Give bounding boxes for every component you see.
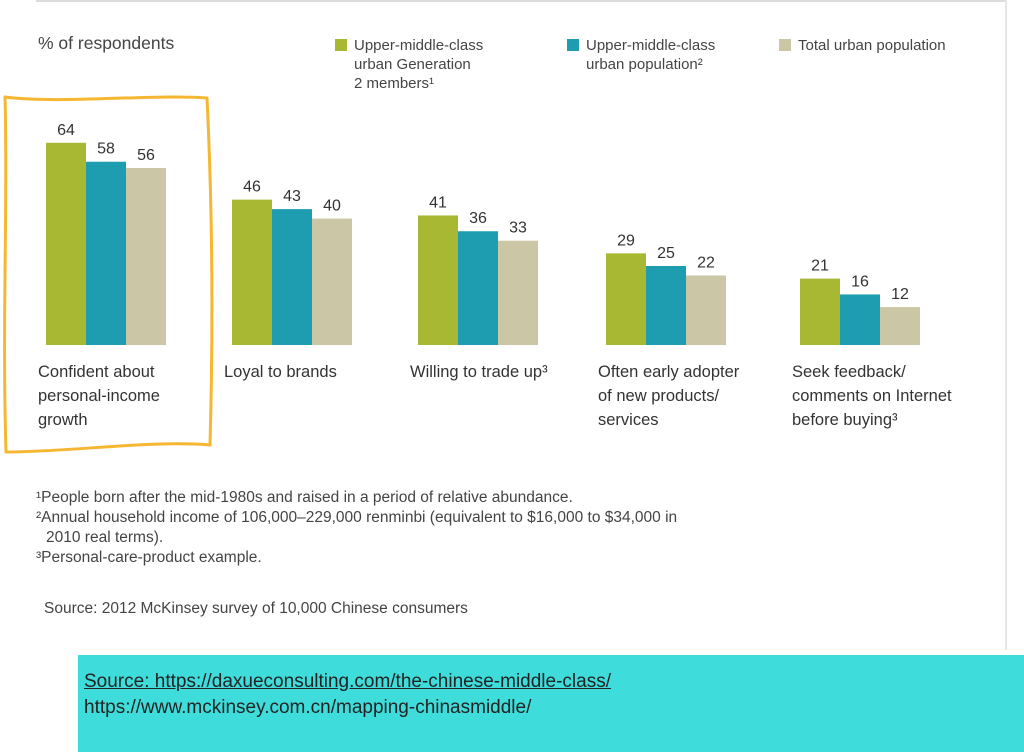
bar-s3-c3 <box>498 240 538 345</box>
legend-swatch-series-3 <box>779 39 791 51</box>
footnote-1: ¹People born after the mid-1980s and rai… <box>36 489 573 506</box>
data-label-s3-c4: 22 <box>697 254 715 271</box>
category-label-4: Often early adopter of new products/servi… <box>598 363 740 429</box>
legend-text-series-2: Upper-middle-class urban population² <box>586 37 716 73</box>
y-axis-label: % of respondents <box>38 33 175 53</box>
data-label-s2-c5: 16 <box>851 273 869 290</box>
survey-source: Source: 2012 McKinsey survey of 10,000 C… <box>44 600 468 617</box>
legend-text-series-3: Total urban population <box>798 37 946 54</box>
legend-swatch-series-2 <box>567 39 579 51</box>
data-label-s2-c2: 43 <box>283 188 301 205</box>
data-label-s3-c3: 33 <box>509 220 527 237</box>
data-label-s2-c1: 58 <box>97 141 115 158</box>
legend-text-series-1: Upper-middle-class urban Generation 2 me… <box>354 37 484 92</box>
highlight-outline <box>3 95 214 454</box>
footnote-2: ²Annual household income of 106,000–229,… <box>36 509 678 526</box>
bar-s3-c2 <box>312 218 352 345</box>
bar-s3-c1 <box>126 168 166 345</box>
bar-s1-c2 <box>232 199 272 345</box>
data-label-s3-c5: 12 <box>891 286 909 303</box>
data-label-s3-c1: 56 <box>137 147 155 164</box>
data-label-s2-c3: 36 <box>469 210 487 227</box>
source-link-daxue[interactable]: Source: https://daxueconsulting.com/the-… <box>84 671 611 692</box>
bar-s1-c3 <box>418 215 458 345</box>
bar-s1-c1 <box>46 142 86 345</box>
data-label-s1-c3: 41 <box>429 194 447 211</box>
bar-s2-c5 <box>840 294 880 345</box>
data-label-s1-c1: 64 <box>57 122 75 139</box>
legend-swatch-series-1 <box>335 39 347 51</box>
bar-chart: 64 46 41 29 21 58 43 36 25 16 56 40 33 22 12 Confident … <box>3 95 952 454</box>
source-box: Source: https://daxueconsulting.com/the-… <box>78 655 1024 752</box>
bar-s2-c4 <box>646 266 686 345</box>
data-label-s1-c5: 21 <box>811 258 829 275</box>
data-label-s1-c4: 29 <box>617 232 635 249</box>
data-label-s3-c2: 40 <box>323 198 341 215</box>
bar-s2-c2 <box>272 209 312 345</box>
bar-s2-c3 <box>458 231 498 345</box>
category-label-5: Seek feedback/comments on Internet before… <box>792 363 952 429</box>
data-label-s2-c4: 25 <box>657 245 675 262</box>
footnotes: ¹People born after the mid-1980s and rai… <box>36 488 677 568</box>
category-label-1: Confident about personal-income growth <box>38 363 160 429</box>
bar-s1-c4 <box>606 253 646 345</box>
top-rule <box>36 0 1006 2</box>
data-label-s1-c2: 46 <box>243 179 261 196</box>
footnote-3: ³Personal-care-product example. <box>36 549 262 566</box>
bar-s1-c5 <box>800 278 840 345</box>
right-rule <box>1005 0 1007 650</box>
bar-s3-c4 <box>686 275 726 345</box>
category-label-3: Willing to trade up³ <box>410 363 548 381</box>
footnote-2-continued: 2010 real terms). <box>46 529 164 546</box>
bar-s2-c1 <box>86 161 126 345</box>
category-label-2: Loyal to brands <box>224 363 337 381</box>
source-link-mckinsey[interactable]: https://www.mckinsey.com.cn/mapping-chin… <box>84 697 532 718</box>
bar-s3-c5 <box>880 307 920 345</box>
